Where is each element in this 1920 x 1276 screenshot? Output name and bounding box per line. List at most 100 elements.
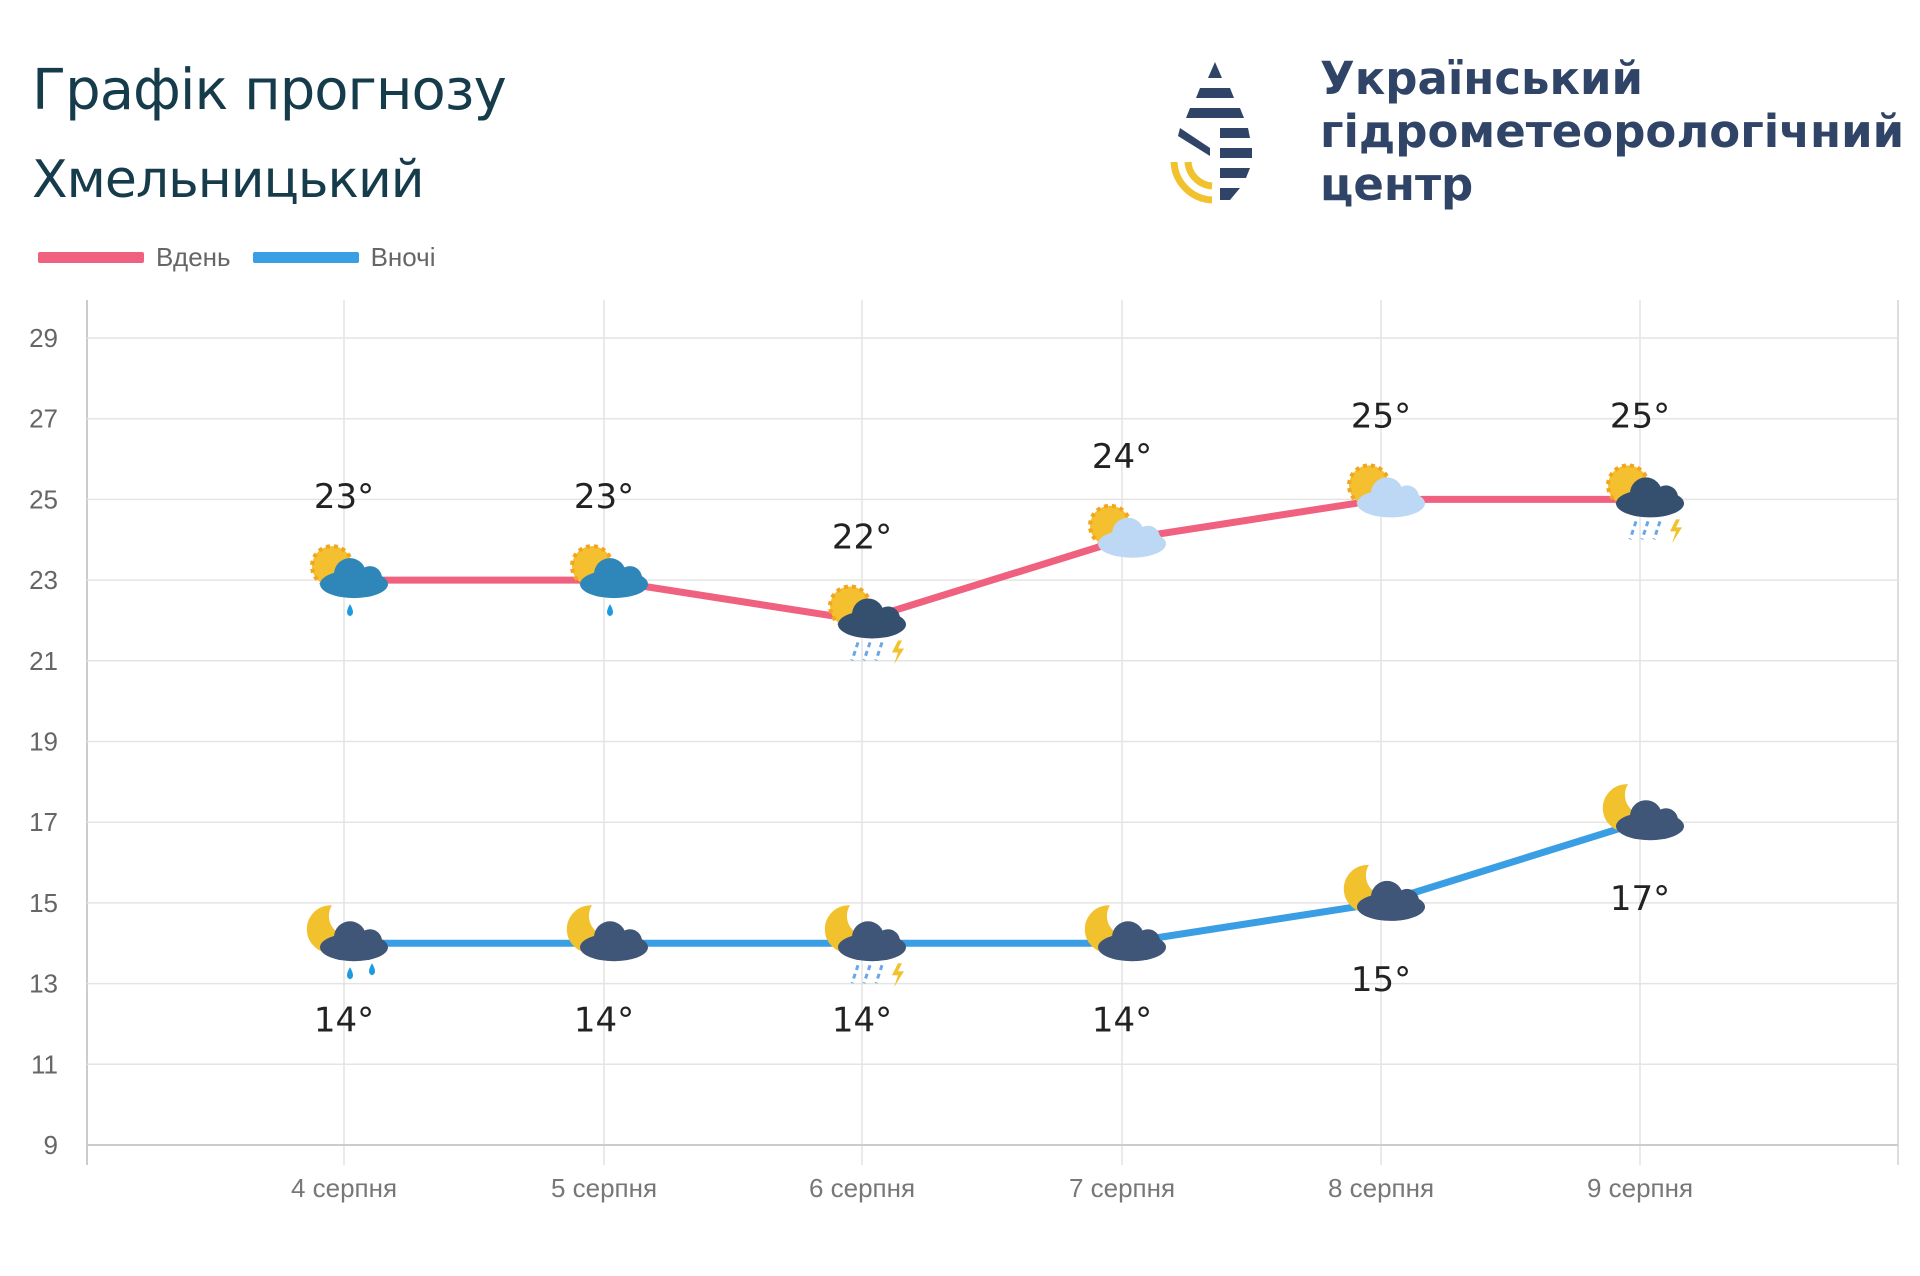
cloud-puff bbox=[1371, 880, 1403, 913]
night-temp-label: 15° bbox=[1351, 960, 1411, 1000]
rain-streak bbox=[862, 964, 872, 984]
sun-cloud-rain-icon bbox=[570, 544, 648, 617]
cloud-puff bbox=[1371, 477, 1403, 510]
y-tick-label: 21 bbox=[29, 646, 58, 676]
raindrop-icon bbox=[347, 967, 353, 980]
logo-line-2: гідрометеорологічний bbox=[1320, 105, 1905, 158]
cloud-puff bbox=[1395, 485, 1419, 510]
x-tick-label: 8 серпня bbox=[1328, 1173, 1434, 1203]
cloud-icon bbox=[1357, 477, 1425, 518]
cloud-puff bbox=[1630, 800, 1662, 833]
night-temp-label: 14° bbox=[314, 1000, 374, 1040]
lightning-icon bbox=[892, 963, 904, 988]
moon-cloud-thunderstorm-icon bbox=[824, 905, 906, 988]
logo-line-1: Український bbox=[1320, 52, 1644, 105]
cloud-icon bbox=[1616, 477, 1684, 518]
night-temp-label: 14° bbox=[574, 1000, 634, 1040]
day-temp-label: 24° bbox=[1092, 437, 1152, 477]
rain-streak bbox=[850, 964, 860, 984]
y-tick-label: 11 bbox=[31, 1049, 58, 1079]
day-temp-label: 25° bbox=[1351, 396, 1411, 436]
sun-cloud-icon bbox=[1088, 503, 1166, 558]
cloud-puff bbox=[1654, 485, 1678, 510]
lightning-icon bbox=[892, 640, 904, 665]
moon-cloud-icon bbox=[566, 905, 648, 962]
city-name: Хмельницький bbox=[32, 150, 425, 210]
moon-cloud-rain-icon bbox=[306, 905, 388, 980]
night-temp-label: 17° bbox=[1610, 879, 1670, 919]
cloud-puff bbox=[334, 921, 366, 954]
y-tick-label: 25 bbox=[29, 484, 58, 514]
legend: Вдень Вночі bbox=[38, 242, 448, 273]
day-temp-label: 23° bbox=[314, 477, 374, 517]
rain-streak bbox=[1640, 520, 1650, 540]
legend-item-day[interactable]: Вдень bbox=[38, 242, 231, 273]
legend-label-day: Вдень bbox=[156, 242, 231, 272]
x-tick-label: 7 серпня bbox=[1069, 1173, 1175, 1203]
cloud-icon bbox=[320, 921, 388, 962]
cloud-icon bbox=[838, 598, 906, 639]
cloud-puff bbox=[334, 558, 366, 591]
rain-streak bbox=[1652, 520, 1662, 540]
night-temp-label: 14° bbox=[1092, 1000, 1152, 1040]
rain-streak bbox=[874, 964, 884, 984]
cloud-icon bbox=[1616, 800, 1684, 841]
y-tick-label: 13 bbox=[29, 969, 58, 999]
cloud-puff bbox=[852, 921, 884, 954]
x-tick-label: 6 серпня bbox=[809, 1173, 915, 1203]
day-temp-label: 23° bbox=[574, 477, 634, 517]
rain-streak bbox=[1628, 520, 1638, 540]
sun-cloud-thunderstorm-icon bbox=[1606, 463, 1684, 544]
cloud-icon bbox=[1098, 921, 1166, 962]
day-temp-label: 25° bbox=[1610, 396, 1670, 436]
cloud-puff bbox=[594, 558, 626, 591]
rain-streak bbox=[862, 641, 872, 661]
legend-swatch-day bbox=[38, 252, 144, 263]
y-tick-label: 17 bbox=[29, 807, 58, 837]
x-tick-label: 5 серпня bbox=[551, 1173, 657, 1203]
cloud-icon bbox=[1357, 880, 1425, 921]
day-series-line bbox=[344, 495, 1640, 624]
y-tick-label: 15 bbox=[29, 888, 58, 918]
cloud-puff bbox=[1630, 477, 1662, 510]
y-tick-label: 9 bbox=[44, 1130, 58, 1160]
cloud-puff bbox=[1395, 888, 1419, 913]
raindrop-icon bbox=[347, 604, 353, 617]
legend-swatch-night bbox=[252, 252, 359, 263]
legend-item-night[interactable]: Вночі bbox=[252, 242, 436, 273]
raindrop-icon bbox=[607, 604, 613, 617]
legend-label-night: Вночі bbox=[370, 242, 436, 272]
cloud-icon bbox=[320, 558, 388, 599]
raindrop-icon bbox=[369, 963, 375, 976]
cloud-icon bbox=[580, 921, 648, 962]
cloud-puff bbox=[618, 929, 642, 954]
day-temp-label: 22° bbox=[832, 517, 892, 557]
cloud-puff bbox=[358, 566, 382, 591]
moon-cloud-icon bbox=[1084, 905, 1166, 962]
cloud-puff bbox=[1112, 517, 1144, 550]
cloud-puff bbox=[1136, 525, 1160, 550]
page-title: Графік прогнозу bbox=[32, 58, 507, 123]
x-tick-label: 9 серпня bbox=[1587, 1173, 1693, 1203]
moon-cloud-icon bbox=[1602, 784, 1684, 841]
cloud-puff bbox=[1654, 808, 1678, 833]
logo-line-3: центр bbox=[1320, 158, 1474, 211]
cloud-puff bbox=[1112, 921, 1144, 954]
y-tick-label: 23 bbox=[29, 565, 58, 595]
rain-streak bbox=[850, 641, 860, 661]
cloud-puff bbox=[594, 921, 626, 954]
y-tick-label: 29 bbox=[29, 323, 58, 353]
logo-text: Український гідрометеорологічний центр bbox=[1320, 52, 1904, 211]
cloud-puff bbox=[876, 606, 900, 631]
cloud-puff bbox=[876, 929, 900, 954]
cloud-icon bbox=[1098, 517, 1166, 558]
night-series-line bbox=[344, 818, 1642, 947]
rain-streak bbox=[874, 641, 884, 661]
sun-cloud-rain-icon bbox=[310, 544, 388, 617]
y-tick-label: 27 bbox=[29, 404, 58, 434]
night-temp-label: 14° bbox=[832, 1000, 892, 1040]
cloud-puff bbox=[1136, 929, 1160, 954]
cloud-icon bbox=[580, 558, 648, 599]
sun-cloud-thunderstorm-icon bbox=[828, 584, 906, 665]
